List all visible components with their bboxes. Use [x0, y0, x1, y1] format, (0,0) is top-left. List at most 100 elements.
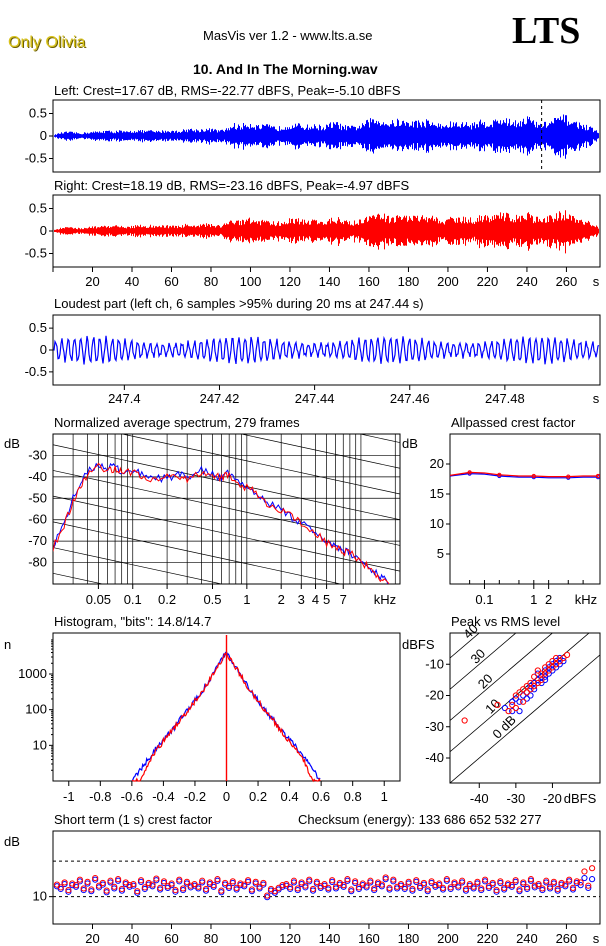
loudest-xtick-label: 247.48: [485, 391, 525, 406]
peak-rms-xtick-label: dBFS: [564, 791, 597, 806]
crest-right-point: [497, 472, 502, 477]
short-term-right-point: [478, 885, 485, 892]
peak-rms-xtick-label: -30: [506, 791, 525, 806]
short-term-left-point: [577, 882, 584, 889]
histogram-xtick-label: 0.6: [312, 789, 330, 804]
short-term-right-point: [405, 878, 412, 885]
left-ytick-label: 0: [40, 128, 47, 143]
peak-rms-right-point: [523, 683, 530, 690]
loudest-xtick-label: 247.44: [295, 391, 335, 406]
peak-rms-right-point: [545, 667, 552, 674]
spectrum-ytick-label: -40: [28, 469, 47, 484]
short-term-right-point: [260, 879, 267, 887]
right-wave-title: Right: Crest=18.19 dB, RMS=-23.16 dBFS, …: [54, 178, 410, 193]
short-term-right-point: [241, 881, 248, 888]
short-term-right-point: [332, 883, 340, 890]
peak-rms-right-point: [494, 701, 501, 708]
peak-rms-diagonal: [450, 654, 600, 783]
loudest-ytick-label: -0.5: [25, 364, 47, 379]
histogram-xtick-label: -0.6: [121, 789, 143, 804]
peak-rms-right-point: [549, 658, 556, 665]
time-xtick-label: 220: [477, 274, 499, 289]
crest-ytick-label: 20: [430, 456, 444, 471]
left-wave-title: Left: Crest=17.67 dB, RMS=-22.77 dBFS, P…: [54, 83, 401, 98]
short-term-right-point: [554, 885, 561, 893]
spectrum-xtick-label: 5: [323, 592, 330, 607]
peak-rms-xtick-label: -40: [470, 791, 489, 806]
short-term-right-point: [321, 880, 328, 888]
peak-rms-left-point: [534, 670, 541, 677]
short-term-right-point: [585, 882, 592, 889]
short-term-right-point: [199, 877, 206, 884]
short-term-right-point: [432, 882, 439, 889]
short-term-right-point: [160, 878, 168, 885]
peak-rms-left-point: [538, 679, 545, 687]
peak-rms-right-point: [531, 673, 538, 680]
peak-rms-left-point: [520, 692, 527, 699]
histogram-xtick-label: -1: [63, 789, 75, 804]
short-term-right-point: [340, 882, 347, 889]
short-term-right-point: [92, 874, 99, 882]
short-term-right-point: [493, 886, 500, 894]
short-term-right-point: [298, 879, 305, 886]
crest-xtick-label: kHz: [575, 592, 597, 607]
peak-rms-frame: [449, 632, 601, 784]
short-term-right-point: [141, 884, 148, 891]
spectrum-xtick-label: 2: [278, 592, 285, 607]
spectrum-xtick-label: kHz: [374, 592, 396, 607]
short-term-right-point: [57, 884, 64, 891]
short-term-xtick-label: 20: [85, 931, 99, 946]
short-term-xtick-label: 100: [240, 931, 262, 946]
histogram-xtick-label: -0.2: [184, 789, 206, 804]
short-term-right-point: [306, 876, 313, 883]
short-term-right-point: [573, 878, 580, 885]
loudest-signal: [53, 335, 600, 365]
short-term-right-point: [61, 879, 68, 886]
histogram-ylabel: n: [4, 637, 12, 652]
peak-rms-left-point: [516, 698, 523, 705]
short-term-right-point: [80, 885, 87, 892]
spectrum-slope-line: [239, 434, 400, 469]
short-term-right-point: [187, 882, 194, 889]
crest-right-point: [566, 474, 571, 479]
short-term-right-point: [420, 879, 428, 887]
peak-rms-left-point: [527, 683, 534, 690]
short-term-right-point: [115, 876, 122, 883]
peak-rms-left-point: [516, 708, 523, 715]
histogram-xtick-label: -0.4: [152, 789, 174, 804]
short-term-right-point: [107, 877, 114, 884]
short-term-right-point: [325, 884, 332, 891]
short-term-right-point: [72, 882, 80, 889]
spectrum-slope-line: [53, 444, 400, 521]
loudest-ytick-label: 0: [40, 342, 47, 357]
peak-rms-left-point: [512, 695, 519, 702]
peak-rms-left-point: [531, 679, 538, 687]
loudest-xtick-label: s: [593, 391, 600, 406]
time-xtick-label: 160: [358, 274, 380, 289]
crest-right-point: [467, 470, 472, 475]
short-term-right-point: [329, 877, 336, 884]
short-term-right-point: [527, 876, 535, 883]
short-term-right-point: [459, 877, 466, 884]
spectrum-xtick-label: 1: [243, 592, 250, 607]
short-term-right-point: [229, 878, 236, 885]
short-term-right-point: [309, 885, 317, 893]
crest-ylabel: dB: [402, 436, 418, 451]
crest-xtick-label: 2: [545, 592, 552, 607]
right-ytick-label: -0.5: [25, 246, 47, 261]
short-term-left-point: [581, 874, 588, 882]
short-term-right-point: [524, 884, 531, 891]
loudest-xtick-label: 247.4: [108, 391, 141, 406]
short-term-right-point: [401, 884, 408, 891]
short-term-right-point: [84, 878, 91, 885]
user-label: Only Olivia: [8, 34, 86, 51]
short-term-right-point: [290, 877, 298, 884]
short-term-right-point: [363, 882, 370, 889]
peak-rms-right-point: [534, 679, 541, 687]
peak-rms-left-point: [523, 695, 530, 702]
short-term-right-point: [355, 884, 363, 891]
right-waveform: [54, 210, 599, 254]
short-term-right-point: [462, 885, 470, 893]
peak-rms-diagonal: [450, 633, 554, 722]
short-term-ytick-label: 10: [33, 889, 47, 904]
